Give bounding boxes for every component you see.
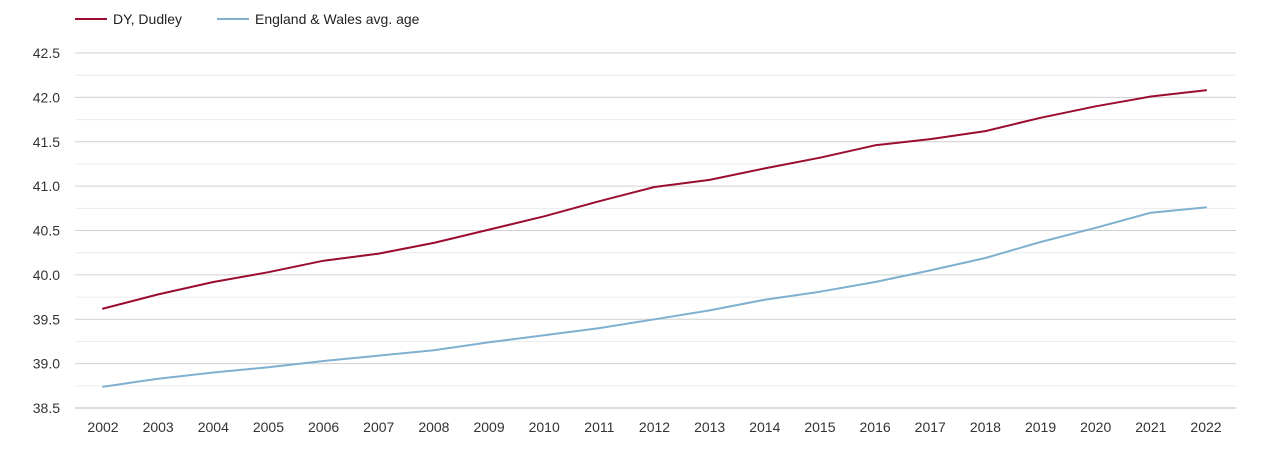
x-tick-label: 2004 [198,419,229,435]
x-tick-label: 2021 [1135,419,1166,435]
data-point[interactable] [483,224,495,236]
y-tick-label: 40.0 [33,267,60,283]
x-tick-label: 2006 [308,419,339,435]
y-tick-label: 39.0 [33,356,60,372]
data-point[interactable] [649,181,661,193]
x-tick-label: 2003 [143,419,174,435]
data-point[interactable] [207,367,219,379]
x-tick-label: 2015 [804,419,835,435]
x-tick-label: 2007 [363,419,394,435]
x-tick-label: 2022 [1190,419,1221,435]
series-layer [97,84,1212,393]
data-point[interactable] [924,264,936,276]
data-point[interactable] [373,350,385,362]
axis-layer: 38.5 39.0 39.5 40.0 40.5 41.0 41.5 42.0 42.5 2002… [33,45,1222,435]
data-point[interactable] [759,294,771,306]
y-tick-label: 38.5 [33,400,60,416]
data-point[interactable] [704,304,716,316]
data-point[interactable] [373,248,385,260]
x-tick-label: 2012 [639,419,670,435]
grid-layer [75,52,1236,409]
data-point[interactable] [1090,222,1102,234]
data-point[interactable] [1200,84,1212,96]
x-tick-label: 2016 [860,419,891,435]
data-point[interactable] [262,266,274,278]
legend-label-england-wales: England & Wales avg. age [255,11,420,27]
x-tick-label: 2011 [584,419,614,435]
data-point[interactable] [869,139,881,151]
y-tick-label: 39.5 [33,311,60,327]
data-point[interactable] [593,322,605,334]
data-point[interactable] [593,195,605,207]
data-point[interactable] [1200,201,1212,213]
x-tick-label: 2008 [418,419,449,435]
data-point[interactable] [428,344,440,356]
data-point[interactable] [924,133,936,145]
x-tick-label: 2005 [253,419,284,435]
x-tick-label: 2014 [749,419,780,435]
x-tick-label: 2009 [473,419,504,435]
legend-item-dudley[interactable]: DY, Dudley [75,11,182,27]
x-tick-label: 2002 [87,419,118,435]
data-point[interactable] [318,355,330,367]
data-point[interactable] [704,174,716,186]
data-point[interactable] [483,336,495,348]
data-point[interactable] [538,210,550,222]
data-point[interactable] [1090,100,1102,112]
data-point[interactable] [1035,112,1047,124]
data-point[interactable] [97,381,109,393]
data-point[interactable] [262,361,274,373]
legend-item-england-wales[interactable]: England & Wales avg. age [217,11,420,27]
data-point[interactable] [814,152,826,164]
data-point[interactable] [1145,90,1157,102]
x-tick-label: 2020 [1080,419,1111,435]
data-point[interactable] [759,162,771,174]
series-line-england-wales [102,206,1207,388]
data-point[interactable] [979,125,991,137]
data-point[interactable] [649,313,661,325]
x-tick-label: 2010 [529,419,560,435]
x-tick-label: 2017 [915,419,946,435]
y-tick-label: 41.0 [33,178,60,194]
data-point[interactable] [318,255,330,267]
data-point[interactable] [428,237,440,249]
legend-label-dudley: DY, Dudley [113,11,182,27]
x-tick-label: 2019 [1025,419,1056,435]
y-tick-label: 41.5 [33,134,60,150]
data-point[interactable] [97,303,109,315]
y-tick-label: 42.0 [33,89,60,105]
data-point[interactable] [869,276,881,288]
data-point[interactable] [207,276,219,288]
y-tick-label: 40.5 [33,223,60,239]
legend: DY, Dudley England & Wales avg. age [75,11,420,27]
data-point[interactable] [152,373,164,385]
data-point[interactable] [1145,207,1157,219]
x-tick-label: 2013 [694,419,725,435]
data-point[interactable] [814,286,826,298]
series-line-dudley [102,89,1207,310]
data-point[interactable] [1035,236,1047,248]
data-point[interactable] [979,252,991,264]
x-tick-label: 2018 [970,419,1001,435]
y-tick-label: 42.5 [33,45,60,61]
data-point[interactable] [152,288,164,300]
data-point[interactable] [538,329,550,341]
